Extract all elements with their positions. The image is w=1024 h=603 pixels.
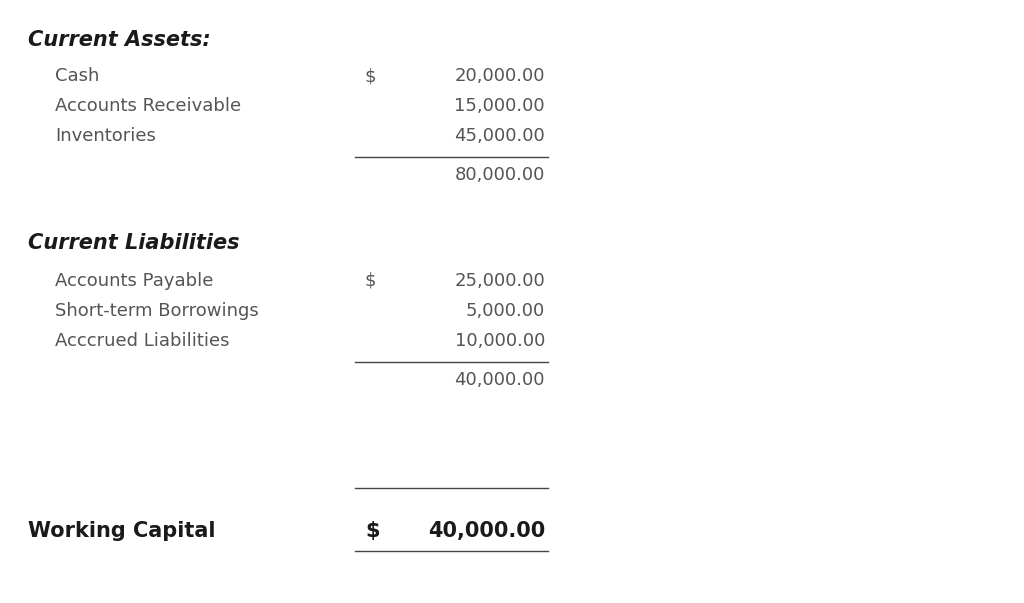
Text: 10,000.00: 10,000.00 bbox=[455, 332, 545, 350]
Text: Current Liabilities: Current Liabilities bbox=[708, 288, 963, 312]
Text: Accounts Payable: Accounts Payable bbox=[55, 272, 213, 290]
Text: $: $ bbox=[365, 272, 377, 290]
Text: $: $ bbox=[365, 67, 377, 85]
Text: 80,000.00: 80,000.00 bbox=[455, 166, 545, 184]
Text: Current Assets: Current Assets bbox=[730, 89, 940, 113]
Text: Accounts Receivable: Accounts Receivable bbox=[55, 97, 241, 115]
Text: Short-term Borrowings: Short-term Borrowings bbox=[55, 302, 259, 320]
Text: 40,000.00: 40,000.00 bbox=[455, 371, 545, 389]
Text: Current Liabilities: Current Liabilities bbox=[28, 233, 240, 253]
Text: $: $ bbox=[365, 521, 380, 541]
Text: 15,000.00: 15,000.00 bbox=[455, 97, 545, 115]
Text: 5,000.00: 5,000.00 bbox=[466, 302, 545, 320]
Text: Working Capital: Working Capital bbox=[28, 521, 215, 541]
Text: 20,000.00: 20,000.00 bbox=[455, 67, 545, 85]
Text: 45,000.00: 45,000.00 bbox=[455, 127, 545, 145]
Text: 40,000.00: 40,000.00 bbox=[428, 521, 545, 541]
Text: Inventories: Inventories bbox=[55, 127, 156, 145]
Text: Current Assets:: Current Assets: bbox=[28, 30, 211, 50]
Text: 25,000.00: 25,000.00 bbox=[455, 272, 545, 290]
Text: Cash: Cash bbox=[55, 67, 99, 85]
Text: Working Capital: Working Capital bbox=[722, 492, 948, 516]
Text: Acccrued Liabilities: Acccrued Liabilities bbox=[55, 332, 229, 350]
